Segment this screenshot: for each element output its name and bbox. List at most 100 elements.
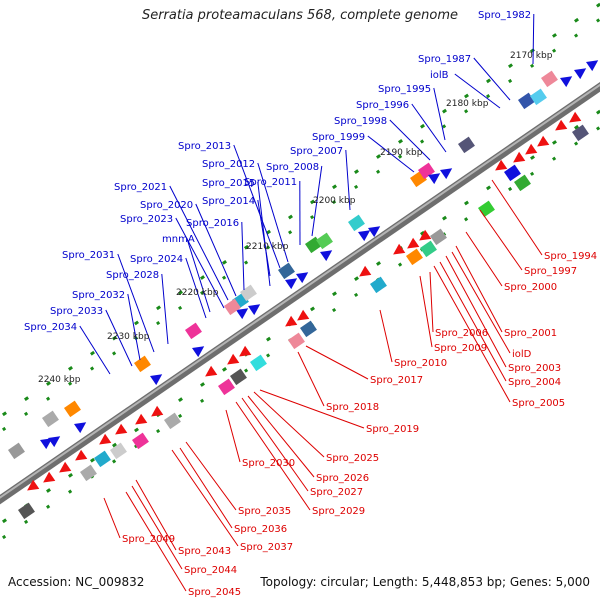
gene-features <box>7 60 599 520</box>
plus-gene-label[interactable]: Spro_2016 <box>186 218 239 229</box>
minus-leader-line <box>439 261 507 382</box>
minus-leader-line <box>419 275 433 348</box>
minus-gene-label[interactable]: Spro_2009 <box>434 343 487 354</box>
minus-strand-block <box>229 368 247 386</box>
minus-leader-line <box>259 389 365 429</box>
minus-gene-label[interactable]: Spro_2044 <box>184 565 237 576</box>
plus-gene-label[interactable]: Spro_2024 <box>130 254 183 265</box>
plus-leader-line <box>257 162 289 263</box>
plus-gene-label[interactable]: Spro_2021 <box>114 182 167 193</box>
tick-mark <box>310 199 315 205</box>
tick-mark <box>243 368 249 373</box>
tick-mark <box>574 33 579 38</box>
plus-gene-label[interactable]: Spro_1982 <box>478 10 531 21</box>
plus-gene-label[interactable]: Spro_2023 <box>120 214 173 225</box>
minus-gene-label[interactable]: Spro_2029 <box>312 506 365 517</box>
minus-gene-label[interactable]: Spro_2025 <box>326 453 379 464</box>
plus-leader-line <box>185 257 207 319</box>
tick-mark <box>310 215 315 220</box>
kbp-marker: 2190 kbp <box>380 148 423 158</box>
minus-gene-label[interactable]: Spro_2018 <box>326 402 379 413</box>
plus-gene-label[interactable]: Spro_1999 <box>312 132 365 143</box>
minus-gene-label[interactable]: Spro_2003 <box>508 363 561 374</box>
tick-mark <box>1 534 7 540</box>
minus-strand-block <box>503 164 521 182</box>
tick-mark <box>420 123 425 129</box>
plus-leader-line <box>454 73 501 109</box>
tick-mark <box>485 185 491 191</box>
minus-gene-label[interactable]: Spro_2019 <box>366 424 419 435</box>
plus-gene-label[interactable]: mnmA <box>162 234 195 245</box>
tick-mark <box>354 276 359 281</box>
plus-gene-label[interactable]: Spro_2014 <box>202 196 255 207</box>
minus-gene-label[interactable]: Spro_2035 <box>238 506 291 517</box>
tick-mark <box>24 411 29 416</box>
plus-gene-label[interactable]: Spro_2032 <box>72 290 125 301</box>
minus-strand-block <box>572 124 589 142</box>
minus-gene-label[interactable]: Spro_2027 <box>310 487 363 498</box>
plus-gene-label[interactable]: iolB <box>430 70 449 81</box>
tick-mark <box>310 306 315 312</box>
tick-mark <box>177 413 183 419</box>
plus-gene-label[interactable]: Spro_1987 <box>418 54 471 65</box>
minus-gene-label[interactable]: Spro_2037 <box>240 542 293 553</box>
minus-strand-arrow <box>359 265 372 277</box>
plus-gene-label[interactable]: Spro_2034 <box>24 322 77 333</box>
minus-strand-arrow <box>419 229 432 241</box>
tick-mark <box>332 307 337 313</box>
tick-mark <box>507 186 513 192</box>
minus-gene-label[interactable]: Spro_2006 <box>435 328 488 339</box>
minus-strand-arrow <box>75 449 88 461</box>
plus-gene-label[interactable]: Spro_2007 <box>290 146 343 157</box>
minus-strand-arrow <box>59 461 72 473</box>
tick-mark <box>552 48 557 53</box>
tick-mark <box>398 262 403 267</box>
tick-mark <box>156 305 161 311</box>
minus-gene-label[interactable]: Spro_2036 <box>234 524 287 535</box>
minus-gene-label[interactable]: Spro_1997 <box>524 266 577 277</box>
plus-strand-arrow <box>248 304 261 316</box>
minus-gene-label[interactable]: Spro_2001 <box>504 328 557 339</box>
minus-gene-label[interactable]: Spro_2026 <box>316 473 369 484</box>
tick-mark <box>2 426 7 432</box>
minus-gene-label[interactable]: Spro_2000 <box>504 282 557 293</box>
minus-gene-label[interactable]: Spro_2005 <box>512 398 565 409</box>
plus-gene-label[interactable]: Spro_1995 <box>378 84 431 95</box>
minus-gene-label[interactable]: Spro_2004 <box>508 377 561 388</box>
tick-mark <box>595 109 600 115</box>
tick-mark <box>1 518 7 524</box>
minus-leader-line <box>171 449 239 547</box>
plus-gene-label[interactable]: Spro_2012 <box>202 159 255 170</box>
plus-gene-label[interactable]: Spro_2011 <box>244 177 297 188</box>
plus-gene-label[interactable]: Spro_2028 <box>106 270 159 281</box>
plus-gene-label[interactable]: Spro_2015 <box>202 178 255 189</box>
minus-leader-line <box>455 245 503 333</box>
minus-gene-label[interactable]: Spro_2043 <box>178 546 231 557</box>
label-leaders <box>79 13 543 592</box>
minus-gene-label[interactable]: Spro_2049 <box>122 534 175 545</box>
plus-gene-label[interactable]: Spro_2013 <box>178 141 231 152</box>
minus-gene-label[interactable]: Spro_2030 <box>242 458 295 469</box>
plus-strand-arrow <box>150 374 163 386</box>
plus-gene-label[interactable]: Spro_1998 <box>334 116 387 127</box>
minus-gene-label[interactable]: Spro_2045 <box>188 587 241 598</box>
tick-mark <box>222 367 227 372</box>
minus-gene-label[interactable]: iolD <box>512 349 532 360</box>
minus-strand-arrow <box>205 365 218 377</box>
minus-gene-label[interactable]: Spro_1994 <box>544 251 597 262</box>
minus-strand-arrow <box>27 479 40 491</box>
tick-mark <box>552 156 557 161</box>
tick-mark <box>376 261 381 266</box>
plus-gene-label[interactable]: Spro_2031 <box>62 250 115 261</box>
tick-mark <box>45 488 51 493</box>
tick-mark <box>551 140 557 145</box>
tick-mark <box>200 382 205 387</box>
plus-gene-label[interactable]: Spro_2020 <box>140 200 193 211</box>
minus-gene-label[interactable]: Spro_2017 <box>370 375 423 386</box>
plus-gene-label[interactable]: Spro_2033 <box>50 306 103 317</box>
plus-gene-label[interactable]: Spro_2008 <box>266 162 319 173</box>
plus-gene-label[interactable]: Spro_1996 <box>356 100 409 111</box>
minus-gene-label[interactable]: Spro_2010 <box>394 358 447 369</box>
tick-mark <box>332 199 337 205</box>
plus-leader-line <box>473 57 511 101</box>
